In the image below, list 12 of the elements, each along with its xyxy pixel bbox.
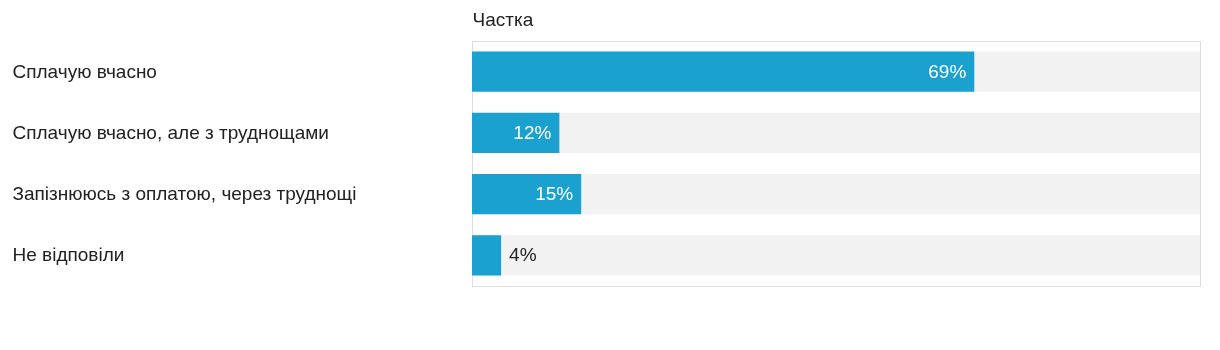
bar	[472, 112, 560, 154]
y-tick-label: Сплачую вчасно, але з труднощами	[12, 121, 329, 143]
bar	[472, 173, 582, 215]
y-tick-label: Не відповіли	[12, 244, 125, 266]
x-axis-title: Частка	[472, 8, 534, 30]
data-label: 69%	[928, 60, 967, 82]
y-tick-label: Сплачую вчасно	[12, 60, 157, 82]
data-label: 12%	[513, 121, 552, 143]
y-tick-label: Запізнююсь з оплатою, через труднощі	[12, 183, 357, 205]
data-label: 4%	[509, 244, 537, 266]
bar	[472, 235, 502, 276]
data-label: 15%	[535, 183, 574, 205]
